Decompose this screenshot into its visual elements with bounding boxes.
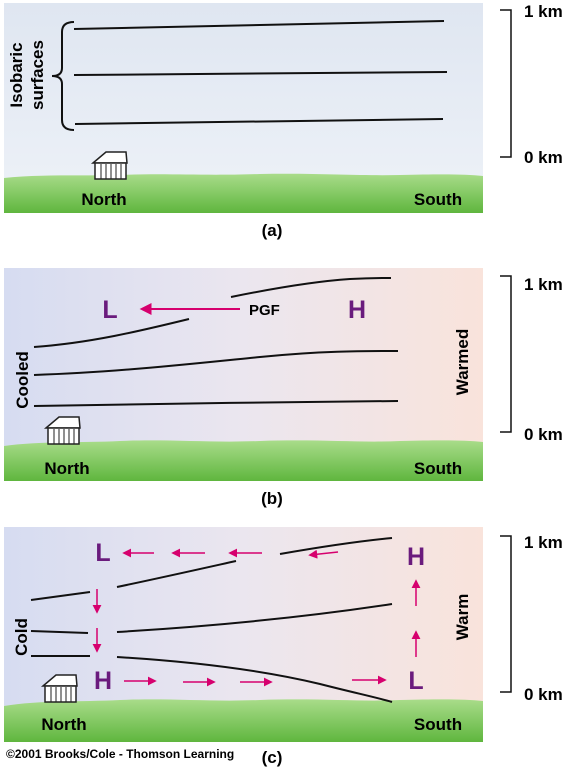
isobar-a-bottom	[74, 118, 444, 125]
house-icon	[40, 674, 78, 703]
isobar-b-top-right	[230, 277, 392, 298]
panel-a-caption: (a)	[262, 221, 283, 240]
panel-c: L H H L Cold Warm North South 1 km 0 km …	[4, 527, 563, 767]
panel-c-high-top: H	[407, 543, 425, 571]
isobar-b-bottom	[33, 400, 399, 407]
isobaric-label-line2: surfaces	[28, 40, 47, 110]
panel-a-height-scale	[500, 9, 512, 158]
panel-b-height-scale	[500, 275, 512, 433]
panel-b-scale-top: 1 km	[524, 275, 563, 294]
panel-c-scale-bottom: 0 km	[524, 685, 563, 704]
panel-a-north-label: North	[81, 190, 126, 209]
panel-a-south-label: South	[414, 190, 462, 209]
cooled-label: Cooled	[13, 351, 32, 409]
panel-c-low-top: L	[95, 539, 110, 567]
panel-b: PGF L H Cooled Warmed North South 1 km 0…	[4, 268, 563, 508]
isobar-b-middle	[33, 350, 399, 376]
panel-c-low-bottom: L	[408, 667, 423, 695]
panel-a-scale-bottom: 0 km	[524, 148, 563, 167]
warm-label: Warm	[453, 594, 472, 641]
panel-b-low: L	[102, 296, 117, 324]
pgf-label: PGF	[249, 302, 280, 319]
panel-a: Isobaric surfaces North South 1 km 0 km …	[4, 2, 563, 240]
panel-c-scale-top: 1 km	[524, 533, 563, 552]
panel-a-ground	[4, 173, 483, 213]
copyright-notice: ©2001 Brooks/Cole - Thomson Learning	[6, 747, 234, 761]
panel-c-high-bottom: H	[94, 667, 112, 695]
panel-b-high: H	[348, 296, 366, 324]
panel-c-height-scale	[500, 535, 512, 693]
flow-arrow	[308, 549, 339, 559]
panel-b-ground	[4, 440, 483, 481]
isobar-c-middle-right	[116, 603, 393, 633]
isobar-c-top-right	[279, 537, 393, 555]
isobar-c-middle-left	[30, 630, 89, 634]
house-icon	[90, 151, 128, 180]
panel-b-north-label: North	[44, 459, 89, 478]
isobar-c-top-mid	[116, 560, 237, 588]
panel-c-south-label: South	[414, 715, 462, 734]
cold-label: Cold	[12, 618, 31, 656]
panel-b-caption: (b)	[261, 489, 283, 508]
warmed-label: Warmed	[453, 329, 472, 395]
surface-flow-arrows	[124, 675, 387, 687]
isobaric-brace	[51, 21, 75, 131]
panel-c-north-label: North	[41, 715, 86, 734]
panel-c-caption: (c)	[262, 748, 283, 767]
house-icon	[43, 416, 81, 445]
isobar-c-top-left	[30, 591, 91, 601]
panel-b-south-label: South	[414, 459, 462, 478]
isobaric-label-line1: Isobaric	[7, 42, 26, 107]
panel-b-scale-bottom: 0 km	[524, 425, 563, 444]
isobar-a-top	[73, 20, 445, 30]
upper-flow-arrows	[122, 548, 339, 559]
isobar-a-middle	[73, 71, 448, 76]
isobar-b-top-left	[33, 318, 190, 348]
isobar-c-bottom-right	[116, 656, 393, 703]
panel-a-scale-top: 1 km	[524, 2, 563, 21]
panel-c-ground	[4, 699, 483, 742]
